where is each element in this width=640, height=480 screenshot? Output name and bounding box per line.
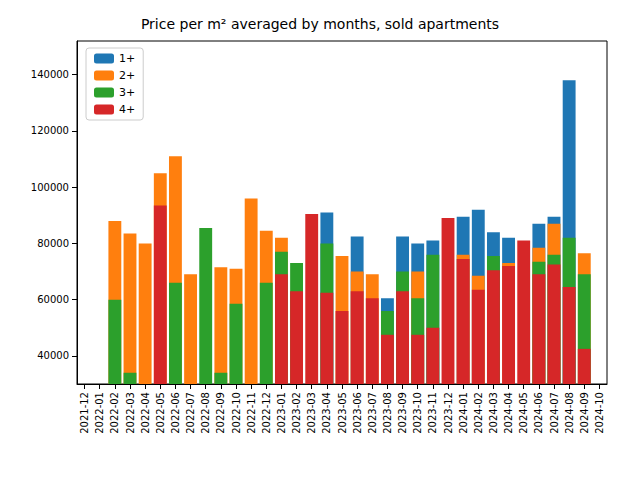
svg-text:40000: 40000 — [37, 350, 69, 361]
svg-text:2022-09: 2022-09 — [215, 392, 226, 434]
svg-text:2024-02: 2024-02 — [473, 392, 484, 434]
svg-text:2022-05: 2022-05 — [155, 392, 166, 434]
svg-text:2022-11: 2022-11 — [246, 392, 257, 434]
svg-text:2022-12: 2022-12 — [261, 392, 272, 434]
svg-text:2023-12: 2023-12 — [443, 392, 454, 434]
svg-text:1+: 1+ — [119, 52, 135, 65]
svg-text:2024-06: 2024-06 — [533, 392, 544, 434]
svg-text:2023-05: 2023-05 — [337, 392, 348, 434]
svg-text:2024-07: 2024-07 — [549, 392, 560, 434]
svg-text:Price per m² averaged by month: Price per m² averaged by months, sold ap… — [141, 16, 499, 32]
svg-text:2022-04: 2022-04 — [140, 392, 151, 434]
svg-text:80000: 80000 — [37, 238, 69, 249]
svg-text:2024-09: 2024-09 — [579, 392, 590, 434]
svg-text:2024-08: 2024-08 — [564, 392, 575, 434]
svg-text:2+: 2+ — [119, 69, 135, 82]
svg-text:2024-05: 2024-05 — [518, 392, 529, 434]
svg-text:2022-01: 2022-01 — [94, 392, 105, 434]
svg-text:2023-01: 2023-01 — [276, 392, 287, 434]
svg-text:2024-03: 2024-03 — [488, 392, 499, 434]
svg-text:2022-06: 2022-06 — [170, 392, 181, 434]
svg-text:2023-04: 2023-04 — [321, 392, 332, 434]
svg-text:2023-11: 2023-11 — [427, 392, 438, 434]
svg-text:60000: 60000 — [37, 294, 69, 305]
svg-text:2023-09: 2023-09 — [397, 392, 408, 434]
svg-text:3+: 3+ — [119, 86, 135, 99]
svg-text:4+: 4+ — [119, 103, 135, 116]
svg-text:2022-08: 2022-08 — [200, 392, 211, 434]
svg-text:2023-02: 2023-02 — [291, 392, 302, 434]
svg-text:2024-01: 2024-01 — [458, 392, 469, 434]
svg-text:100000: 100000 — [31, 182, 69, 193]
svg-text:2021-12: 2021-12 — [79, 392, 90, 434]
svg-text:2022-07: 2022-07 — [185, 392, 196, 434]
svg-text:2022-02: 2022-02 — [109, 392, 120, 434]
svg-text:2022-10: 2022-10 — [231, 392, 242, 434]
svg-text:2024-10: 2024-10 — [594, 392, 605, 434]
svg-text:140000: 140000 — [31, 69, 69, 80]
svg-text:120000: 120000 — [31, 125, 69, 136]
svg-text:2022-03: 2022-03 — [125, 392, 136, 434]
svg-text:2023-06: 2023-06 — [352, 392, 363, 434]
svg-text:2023-10: 2023-10 — [412, 392, 423, 434]
svg-text:2024-04: 2024-04 — [503, 392, 514, 434]
svg-text:2023-08: 2023-08 — [382, 392, 393, 434]
svg-text:2023-07: 2023-07 — [367, 392, 378, 434]
svg-text:2023-03: 2023-03 — [306, 392, 317, 434]
